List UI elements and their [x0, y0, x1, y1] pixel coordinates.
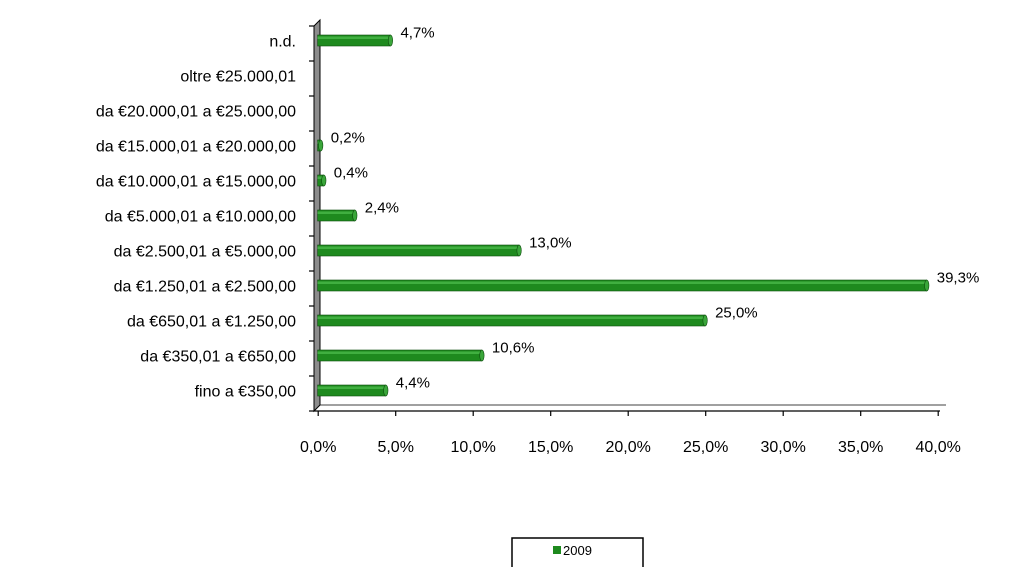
- bar: [317, 209, 358, 222]
- x-tick-label: 25,0%: [683, 439, 728, 456]
- bar: [317, 244, 522, 257]
- bar: [317, 174, 327, 187]
- category-label: fino a €350,00: [195, 384, 297, 401]
- category-label: da €15.000,01 a €20.000,00: [96, 139, 296, 156]
- data-label: 39,3%: [937, 270, 980, 287]
- legend-swatch: [553, 546, 561, 554]
- data-label: 2,4%: [365, 200, 399, 217]
- axes: [309, 25, 946, 416]
- bar: [317, 349, 485, 362]
- data-label: 4,7%: [400, 25, 434, 42]
- category-label: n.d.: [269, 34, 296, 51]
- category-label: da €2.500,01 a €5.000,00: [114, 244, 296, 261]
- x-tick-label: 30,0%: [761, 439, 806, 456]
- data-label: 0,2%: [331, 130, 365, 147]
- category-label: da €1.250,01 a €2.500,00: [114, 279, 296, 296]
- bar: [317, 314, 708, 327]
- x-tick-label: 40,0%: [916, 439, 961, 456]
- bars: [317, 34, 930, 397]
- category-label: da €10.000,01 a €15.000,00: [96, 174, 296, 191]
- legend-box: [511, 537, 644, 567]
- bar: [317, 384, 389, 397]
- data-label: 13,0%: [529, 235, 572, 252]
- data-label: 0,4%: [334, 165, 368, 182]
- x-tick-labels: 0,0% 5,0% 10,0% 15,0% 20,0% 25,0% 30,0% 35,0% 40…: [300, 439, 961, 456]
- x-tick-label: 5,0%: [377, 439, 413, 456]
- x-tick-label: 15,0%: [528, 439, 573, 456]
- legend: 2009: [511, 537, 644, 567]
- data-label: 10,6%: [492, 340, 535, 357]
- data-label: 25,0%: [715, 305, 758, 322]
- bar: [317, 279, 930, 292]
- x-tick-label: 35,0%: [838, 439, 883, 456]
- legend-label: 2009: [563, 543, 592, 558]
- bar: [317, 34, 393, 47]
- category-labels: fino a €350,00 da €350,01 a €650,00 da €65…: [96, 34, 296, 401]
- category-label: da €5.000,01 a €10.000,00: [105, 209, 296, 226]
- x-tick-label: 20,0%: [606, 439, 651, 456]
- x-tick-label: 0,0%: [300, 439, 336, 456]
- category-label: da €20.000,01 a €25.000,00: [96, 104, 296, 121]
- category-label: da €350,01 a €650,00: [140, 349, 296, 366]
- data-labels: 4,4% 10,6% 25,0% 39,3% 13,0% 2,4% 0,4% 0,2% 4,7%: [331, 25, 980, 392]
- category-label: oltre €25.000,01: [180, 69, 296, 86]
- bar: [317, 139, 324, 152]
- category-label: da €650,01 a €1.250,00: [127, 314, 296, 331]
- data-label: 4,4%: [396, 375, 430, 392]
- x-tick-label: 10,0%: [451, 439, 496, 456]
